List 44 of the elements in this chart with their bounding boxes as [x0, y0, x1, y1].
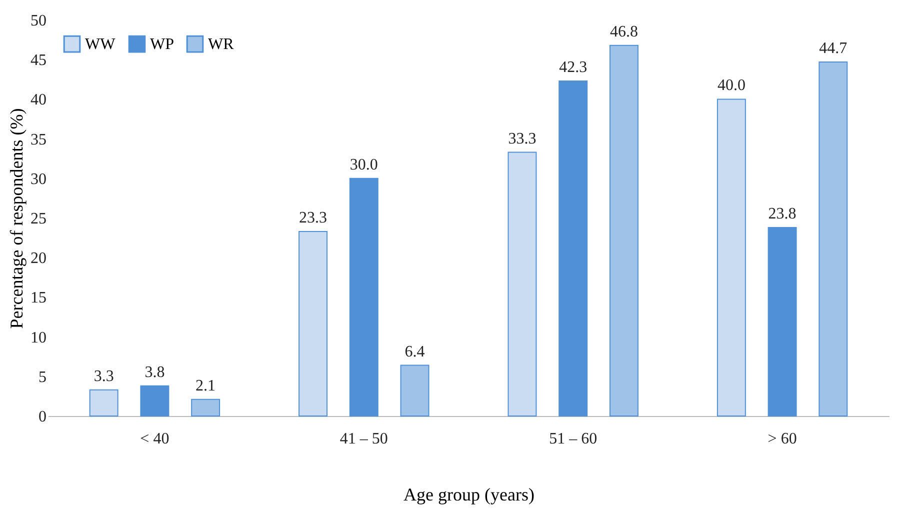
y-tick-label: 35: [30, 131, 46, 148]
x-tick-label: 41 – 50: [340, 430, 388, 448]
data-label: 42.3: [559, 58, 588, 76]
y-tick-label: 0: [38, 408, 46, 426]
legend-label: WR: [208, 36, 234, 54]
data-label: 40.0: [717, 77, 746, 94]
data-label: 44.7: [819, 40, 848, 57]
bar: [191, 398, 220, 416]
y-tick-label: 50: [30, 12, 46, 30]
y-tick-label: 30: [30, 170, 46, 188]
data-label: 23.3: [299, 209, 328, 226]
x-tick-label: 51 – 60: [549, 430, 598, 448]
bar: [716, 98, 746, 416]
y-tick-label: 20: [30, 250, 46, 268]
bar: [140, 385, 170, 416]
data-label: 23.8: [768, 206, 796, 223]
data-label: 33.3: [508, 130, 536, 148]
y-tick-label: 45: [30, 52, 46, 70]
y-tick-label: 40: [30, 92, 46, 109]
y-tick-label: 5: [38, 368, 46, 386]
x-tick-label: < 40: [140, 430, 170, 448]
bar: [768, 227, 797, 416]
y-tick-label: 25: [30, 210, 46, 228]
y-tick-label: 15: [30, 290, 46, 307]
x-axis-title: Age group (years): [404, 484, 534, 504]
bar: [558, 80, 588, 416]
data-label: 6.4: [404, 343, 425, 360]
y-tick-label: 10: [30, 329, 46, 346]
legend-label: WP: [150, 36, 174, 54]
x-tick-label: > 60: [768, 430, 797, 448]
bar: [818, 61, 848, 416]
data-label: 3.8: [144, 364, 165, 381]
bar: [508, 152, 537, 416]
data-label: 30.0: [350, 156, 378, 174]
bar: [298, 230, 328, 416]
data-label: 2.1: [196, 377, 216, 394]
y-axis-title: Percentage of respondents (%): [6, 108, 26, 329]
data-label: 3.3: [94, 368, 114, 385]
bar: [349, 178, 378, 416]
bar: [89, 389, 118, 416]
data-label: 46.8: [610, 23, 638, 40]
bar: [609, 44, 638, 416]
legend-label: WW: [85, 36, 116, 54]
bar: [400, 364, 430, 416]
